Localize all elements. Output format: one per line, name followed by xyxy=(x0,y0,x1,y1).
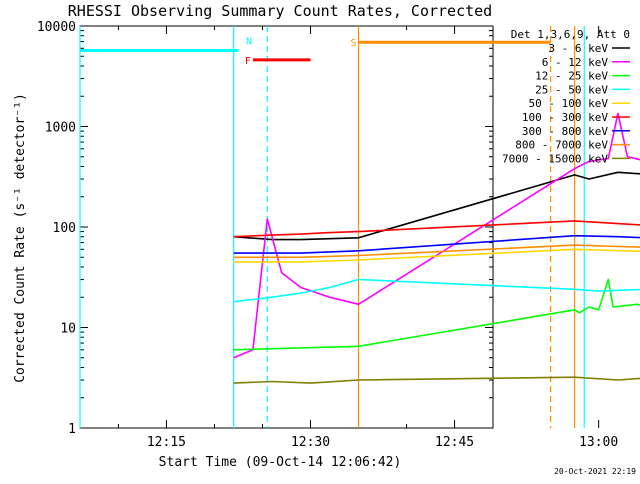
series-line xyxy=(233,248,640,263)
legend-entry-label: 6 - 12 keV xyxy=(542,56,609,69)
series-line xyxy=(233,244,640,259)
y-tick-label: 10000 xyxy=(37,20,76,35)
series-lines xyxy=(233,112,640,384)
y-tick-label: 100 xyxy=(53,221,76,236)
y-tick-labels: 1 10 100 1000 10000 xyxy=(37,20,76,437)
series-line xyxy=(233,220,640,238)
y-axis-label: Corrected Count Rate (s⁻¹ detector⁻¹) xyxy=(13,93,28,383)
series-line xyxy=(233,278,640,303)
x-tick-label: 12:45 xyxy=(435,435,474,450)
series-line xyxy=(233,278,640,351)
series-line xyxy=(233,376,640,384)
legend-entry-label: 800 - 7000 keV xyxy=(515,139,608,152)
x-tick-label: 13:00 xyxy=(579,435,618,450)
legend-entry-label: 3 - 6 keV xyxy=(548,42,608,55)
legend-entry-label: 100 - 300 keV xyxy=(522,111,608,124)
y-tick-label: 1000 xyxy=(45,121,76,136)
legend-entry-label: 12 - 25 keV xyxy=(535,70,608,83)
series-line xyxy=(233,112,640,359)
flag-label: F xyxy=(245,56,251,67)
x-tick-label: 12:15 xyxy=(147,435,186,450)
legend-entry-label: 25 - 50 keV xyxy=(535,83,608,96)
flag-label: S xyxy=(351,38,357,49)
y-tick-label: 10 xyxy=(60,322,76,337)
legend-entry-label: 7000 - 15000 keV xyxy=(502,152,608,165)
axis-ticks xyxy=(80,25,600,429)
legend-entry-label: 50 - 100 keV xyxy=(529,97,609,110)
instrument-state-lines xyxy=(79,26,585,428)
observing-flags: NF S xyxy=(80,37,551,67)
x-axis-label: Start Time (09-Oct-14 12:06:42) xyxy=(159,455,402,470)
chart-title: RHESSI Observing Summary Count Rates, Co… xyxy=(68,2,492,20)
series-line xyxy=(233,171,640,241)
plot-frame xyxy=(79,25,494,429)
series-line xyxy=(233,234,640,254)
x-tick-label: 12:30 xyxy=(291,435,330,450)
legend-entry-label: 300 - 800 keV xyxy=(522,125,608,138)
legend-header: Det 1,3,6,9, Att 0 xyxy=(511,28,630,41)
flag-label: N xyxy=(246,37,252,48)
y-tick-label: 1 xyxy=(68,422,76,437)
generation-timestamp: 20-Oct-2021 22:19 xyxy=(554,467,636,476)
